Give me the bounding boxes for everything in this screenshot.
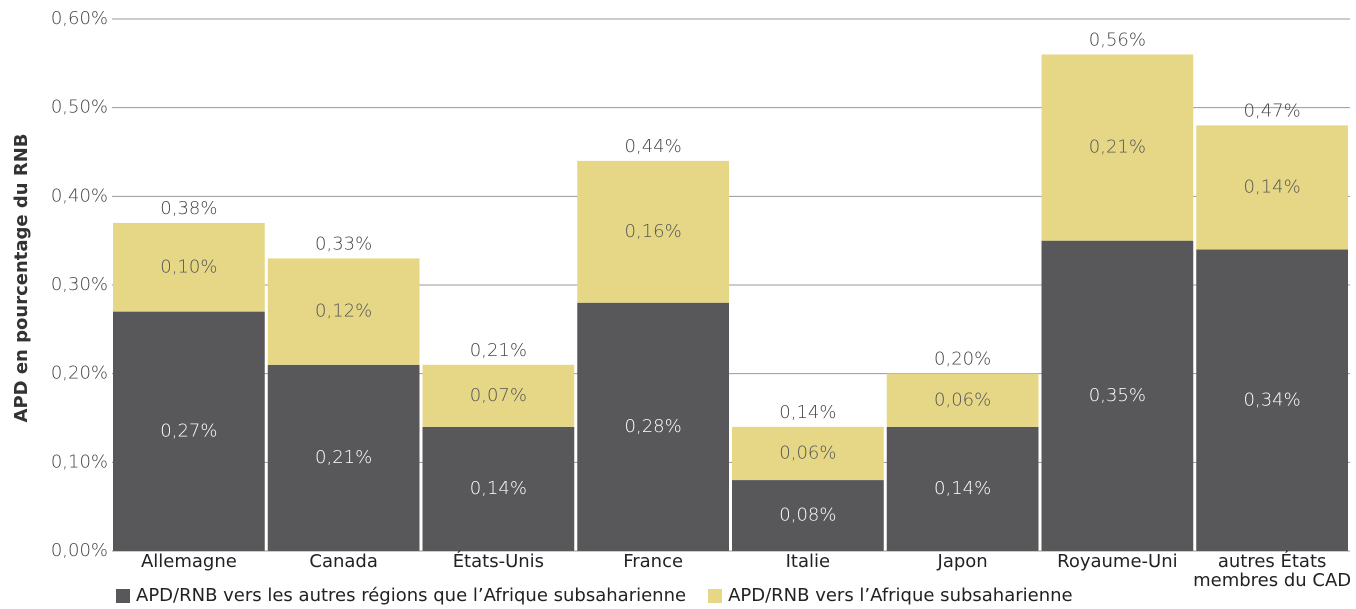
x-tick-label: Canada — [309, 551, 378, 572]
total-label: 0,20% — [934, 349, 991, 370]
value-label: 0,34% — [1244, 389, 1301, 410]
value-label: 0,16% — [625, 221, 682, 242]
bar-segment — [577, 160, 729, 303]
y-tick-label: 0,10% — [51, 451, 108, 472]
value-label: 0,10% — [160, 256, 217, 277]
total-label: 0,38% — [160, 198, 217, 219]
y-tick-label: 0,00% — [51, 540, 108, 561]
bar-segment — [113, 311, 265, 551]
total-label: 0,14% — [779, 402, 836, 423]
legend-swatch — [116, 588, 130, 603]
bar-segment — [886, 373, 1039, 427]
y-axis-title: APD en pourcentage du RNB — [11, 134, 32, 423]
legend-swatch — [708, 588, 723, 603]
legend-item: APD/RNB vers l’Afrique subsaharienne — [708, 585, 1073, 606]
value-label: 0,14% — [1244, 176, 1301, 197]
legend-item: APD/RNB vers les autres régions que l’Af… — [116, 585, 686, 606]
value-label: 0,06% — [934, 389, 991, 410]
bar-segment — [886, 426, 1039, 551]
value-label: 0,12% — [315, 301, 372, 322]
value-label: 0,35% — [1089, 385, 1146, 406]
x-tick-label: Italie — [785, 551, 831, 572]
x-tick-label: autres États membres du CAD — [1193, 551, 1352, 591]
y-tick-label: 0,50% — [51, 97, 108, 118]
value-label: 0,06% — [779, 442, 836, 463]
total-label: 0,21% — [470, 340, 527, 361]
y-tick-label: 0,40% — [51, 185, 108, 206]
y-tick-label: 0,60% — [51, 8, 108, 29]
total-label: 0,44% — [625, 136, 682, 157]
value-label: 0,27% — [160, 420, 217, 441]
x-tick-label: France — [623, 551, 684, 572]
legend-label: APD/RNB vers l’Afrique subsaharienne — [728, 585, 1073, 606]
bar-segment — [577, 302, 729, 551]
bar-segment — [267, 364, 420, 551]
value-label: 0,28% — [625, 416, 682, 437]
bar-segment — [113, 222, 265, 312]
value-label: 0,14% — [934, 478, 991, 499]
bar-segment — [732, 426, 884, 481]
bar-segment — [267, 258, 420, 365]
legend-label: APD/RNB vers les autres régions que l’Af… — [136, 585, 687, 606]
value-label: 0,08% — [779, 505, 836, 526]
bar-segment — [1041, 54, 1194, 241]
value-label: 0,07% — [470, 385, 527, 406]
bar-segment — [422, 426, 575, 551]
x-tick-label: Royaume-Uni — [1057, 551, 1178, 572]
bar-segment — [1196, 249, 1348, 552]
value-label: 0,21% — [1089, 137, 1146, 158]
total-label: 0,47% — [1244, 100, 1301, 121]
bar-segment — [1041, 240, 1194, 551]
x-tick-label: Allemagne — [140, 551, 237, 572]
y-tick-label: 0,30% — [51, 274, 108, 295]
bar-segment — [732, 480, 884, 551]
x-tick-label: États-Unis — [452, 551, 545, 572]
x-tick-label: Japon — [937, 551, 988, 572]
bar-segment — [422, 364, 575, 427]
total-label: 0,56% — [1089, 29, 1146, 50]
y-tick-label: 0,20% — [51, 363, 108, 384]
total-label: 0,33% — [315, 233, 372, 254]
bar-segment — [1196, 125, 1348, 250]
value-label: 0,14% — [470, 478, 527, 499]
value-label: 0,21% — [315, 447, 372, 468]
